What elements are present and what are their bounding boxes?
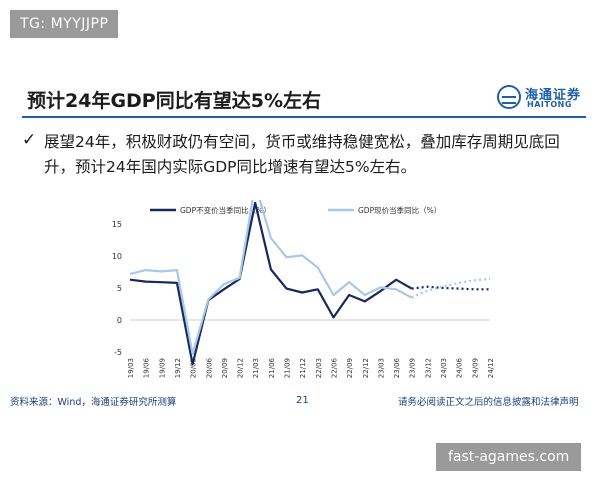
y-tick-label: 5 <box>117 284 122 293</box>
x-tick-label: 23/12 <box>424 358 432 378</box>
x-tick-label: 19/12 <box>174 358 182 378</box>
title-divider <box>22 116 586 118</box>
x-tick-label: 21/06 <box>268 357 276 378</box>
x-tick-label: 22/03 <box>315 358 323 378</box>
x-tick-label: 24/12 <box>487 358 495 378</box>
y-tick-label: -5 <box>114 348 122 357</box>
y-tick-label: 15 <box>112 220 122 229</box>
x-tick-label: 21/03 <box>252 358 260 378</box>
y-tick-label: 10 <box>112 252 122 261</box>
legend-label-2: GDP现价当季同比（%） <box>358 205 441 215</box>
footer-disclaimer: 请务必阅读正文之后的信息披露和法律声明 <box>398 397 579 408</box>
x-tick-label: 24/03 <box>440 358 448 378</box>
footer-source: 资料来源：Wind，海通证券研究所测算 <box>10 397 177 408</box>
x-tick-label: 20/03 <box>190 358 198 378</box>
logo-en-text: HAITONG <box>527 100 572 109</box>
chart-legend: GDP不变价当季同比（%） GDP现价当季同比（%） <box>150 205 441 215</box>
x-tick-label: 23/03 <box>377 358 385 378</box>
x-tick-label: 23/06 <box>393 357 401 378</box>
watermark-bottom: fast-agames.com <box>436 443 582 471</box>
watermark-top: TG: MYYJJPP <box>10 10 119 38</box>
x-tick-label: 20/12 <box>237 358 245 378</box>
legend-label-1: GDP不变价当季同比（%） <box>180 205 271 215</box>
x-tick-label: 19/06 <box>143 357 151 378</box>
check-icon: ✓ <box>22 130 37 150</box>
x-tick-label: 21/09 <box>284 358 292 378</box>
series-forecast-line-1 <box>411 285 490 291</box>
x-axis: 19/03 19/06 19/09 19/12 20/03 20/06 20/09 20/12… <box>127 357 495 378</box>
x-tick-label: 22/12 <box>362 358 370 378</box>
series-line-2 <box>129 200 413 355</box>
page-number: 21 <box>296 395 309 406</box>
series-forecast-line-2 <box>411 277 491 299</box>
x-tick-label: 19/03 <box>127 358 135 378</box>
x-tick-label: 22/09 <box>346 358 354 378</box>
y-axis: 15 10 5 0 -5 <box>112 220 490 357</box>
x-tick-label: 24/06 <box>456 357 464 378</box>
series-line-1 <box>129 201 413 366</box>
slide-title: 预计24年GDP同比有望达5%左右 <box>27 90 321 112</box>
x-tick-label: 20/09 <box>221 358 229 378</box>
bullet-text: 展望24年，积极财政仍有空间，货币或维持稳健宽松，叠加库存周期见底回升，预计24… <box>44 133 560 176</box>
logo-cn-text: 海通证券 <box>525 88 582 103</box>
haitong-logo: 海通证券 HAITONG <box>497 84 587 112</box>
x-tick-label: 22/06 <box>330 357 338 378</box>
x-tick-label: 23/09 <box>409 358 417 378</box>
gdp-line-chart: GDP不变价当季同比（%） GDP现价当季同比（%） 15 10 5 0 -5 19/03… <box>112 200 495 378</box>
x-tick-label: 21/12 <box>299 358 307 378</box>
series-lines <box>129 200 491 366</box>
haitong-logo-icon <box>497 85 521 109</box>
x-tick-label: 19/09 <box>158 358 166 378</box>
x-tick-label: 20/06 <box>205 357 213 378</box>
y-tick-label: 0 <box>117 316 122 325</box>
x-tick-label: 24/09 <box>471 358 479 378</box>
